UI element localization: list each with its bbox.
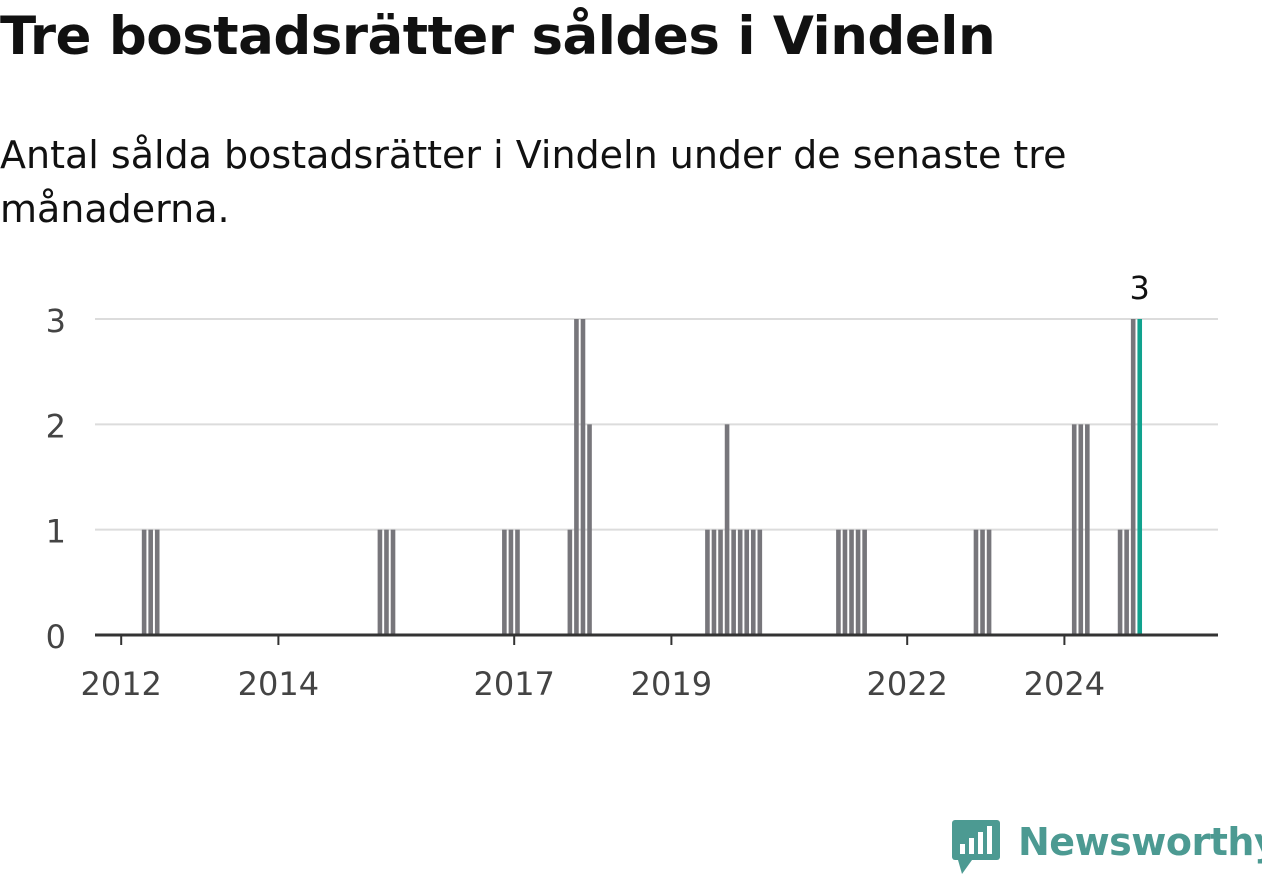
bar	[842, 529, 848, 635]
bar-chart: 0 1 2 3 2012 2014 2017 2019 2022 2024 3	[46, 269, 1218, 703]
bar-chart-speech-bubble-icon	[952, 820, 1000, 874]
bar	[731, 529, 736, 635]
bar	[718, 529, 723, 635]
chart-subtitle: Antal sålda bostadsrätter i Vindeln unde…	[0, 133, 1067, 231]
bar	[986, 529, 992, 635]
bar	[567, 529, 573, 635]
bar	[574, 319, 579, 635]
bar	[973, 529, 979, 635]
chart-title: Tre bostadsrätter såldes i Vindeln	[0, 6, 996, 67]
bar	[750, 529, 756, 635]
y-tick-label: 0	[46, 618, 66, 656]
bar	[711, 529, 717, 635]
x-tick-label: 2019	[631, 665, 712, 703]
bar	[502, 529, 507, 635]
bar	[724, 424, 730, 635]
x-tick-label: 2014	[238, 665, 319, 703]
bar	[1085, 424, 1090, 635]
bar	[1124, 529, 1129, 635]
bar	[862, 529, 867, 635]
data-labels: 3	[1130, 269, 1150, 307]
x-tick-label: 2012	[80, 665, 161, 703]
x-tick-label: 2017	[473, 665, 554, 703]
data-label: 3	[1130, 269, 1150, 307]
newsworthy-logo: Newsworthy	[950, 818, 1262, 878]
bar	[744, 529, 750, 635]
bar	[757, 529, 763, 635]
y-tick-label: 2	[46, 407, 66, 445]
bar	[508, 529, 514, 635]
bar	[1078, 424, 1084, 635]
bar	[587, 424, 592, 635]
bars	[141, 319, 1143, 635]
bar	[980, 529, 985, 635]
bar	[705, 529, 710, 635]
bar	[377, 529, 383, 635]
bar	[148, 529, 153, 635]
bar	[836, 529, 841, 635]
bar	[384, 529, 389, 635]
bar	[154, 529, 160, 635]
bar	[390, 529, 396, 635]
bar	[1071, 424, 1077, 635]
bar	[849, 529, 854, 635]
x-tick-label: 2022	[866, 665, 947, 703]
bar	[1130, 319, 1136, 635]
bar	[515, 529, 520, 635]
y-tick-label: 1	[46, 513, 66, 551]
gridlines	[95, 318, 1218, 531]
x-axis-ticks: 2012 2014 2017 2019 2022 2024	[80, 635, 1105, 703]
y-tick-label: 3	[46, 302, 66, 340]
x-tick-label: 2024	[1024, 665, 1105, 703]
bar	[580, 319, 586, 635]
y-axis-ticks: 0 1 2 3	[46, 302, 66, 656]
brand-name: Newsworthy	[1018, 820, 1262, 864]
bar	[1117, 529, 1123, 635]
bar	[141, 529, 147, 635]
bar	[737, 529, 743, 635]
bar-highlight	[1137, 319, 1143, 635]
bar	[855, 529, 861, 635]
